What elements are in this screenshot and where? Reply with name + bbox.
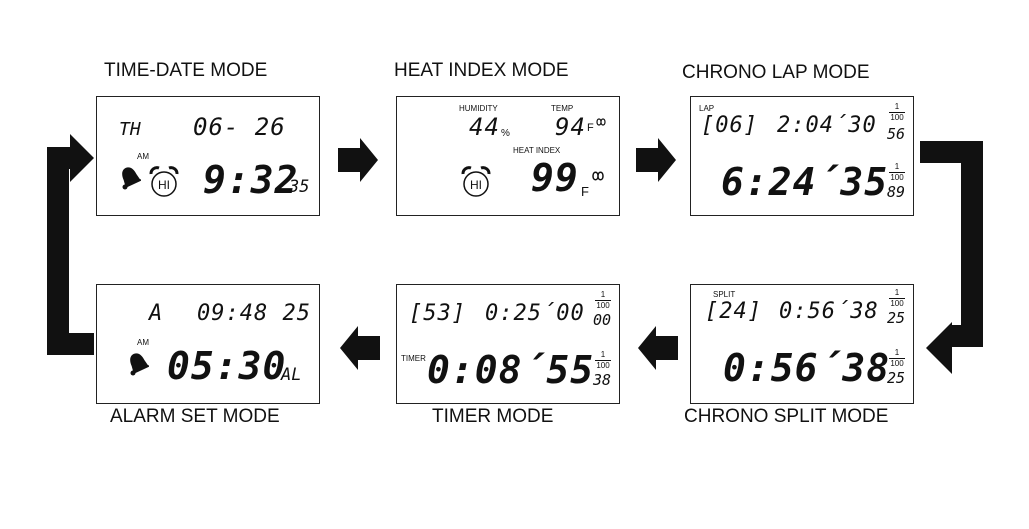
arrow-left-icon xyxy=(340,326,380,370)
degree-mark-icon xyxy=(592,171,604,181)
timer-time: 0:08´55 xyxy=(427,348,595,392)
date-display: 06- 26 xyxy=(193,113,286,141)
hi-label: HI xyxy=(470,178,482,192)
arrow-right-icon xyxy=(338,138,378,182)
time-date-panel: TH 06- 26 AM HI 9:32 35 xyxy=(96,96,320,216)
time-date-mode-title: TIME-DATE MODE xyxy=(104,60,268,81)
total-fraction: 1 100 xyxy=(889,162,905,182)
arrow-left-icon xyxy=(638,326,678,370)
seconds-display: 35 xyxy=(289,177,310,197)
timer-label: TIMER xyxy=(401,354,426,363)
am-indicator: AM xyxy=(137,152,149,161)
lap-number: [06] xyxy=(701,113,758,138)
connector-right xyxy=(920,141,983,347)
split-total-time: 0:56´38 xyxy=(723,346,891,390)
alarm-set-panel: A 09:48 25 AM 05:30 AL xyxy=(96,284,320,404)
timer-panel: [53] 0:25´00 1 100 00 TIMER 0:08´55 1 100 … xyxy=(396,284,620,404)
alarm-clock-icon: HI xyxy=(459,165,493,199)
alarm-time: 05:30 xyxy=(167,344,287,388)
heat-index-panel: HUMIDITY 44 % TEMP 94 F HEAT INDEX HI 99… xyxy=(396,96,620,216)
timer-set-time: 0:25´00 xyxy=(485,301,585,326)
heat-index-label: HEAT INDEX xyxy=(513,146,561,155)
hi-label: HI xyxy=(158,178,170,192)
alarm-set-mode-title: ALARM SET MODE xyxy=(110,406,280,427)
timer-count: [53] xyxy=(409,301,466,326)
chrono-lap-panel: LAP [06] 2:04´30 1 100 56 6:24´35 1 100 89 xyxy=(690,96,914,216)
heat-index-value: 99 xyxy=(531,156,579,200)
lap-hundredths: 56 xyxy=(887,125,906,143)
alarm-a-label: A xyxy=(149,301,164,326)
lap-fraction: 1 100 xyxy=(889,102,905,122)
alarm-am-indicator: AM xyxy=(137,338,149,347)
total-time: 6:24´35 xyxy=(721,160,889,204)
split-label: SPLIT xyxy=(713,290,736,299)
alarm-clock-icon: HI xyxy=(147,165,181,199)
arrow-left-icon xyxy=(926,322,952,374)
lap-time: 2:04´30 xyxy=(777,113,877,138)
timer-hundredths: 38 xyxy=(593,371,612,389)
arrow-right-icon xyxy=(636,138,676,182)
bell-icon xyxy=(122,167,141,190)
split-total-hundredths: 25 xyxy=(887,369,906,387)
temp-value: 94 xyxy=(555,113,586,141)
alarm-al-label: AL xyxy=(281,365,302,385)
timer-fraction: 1 100 xyxy=(595,350,611,370)
split-total-fraction: 1 100 xyxy=(889,348,905,368)
alarm-current-time: 09:48 25 xyxy=(197,301,311,326)
humidity-label: HUMIDITY xyxy=(459,104,498,113)
timer-mode-title: TIMER MODE xyxy=(432,406,554,427)
split-time: 0:56´38 xyxy=(779,299,879,324)
degree-mark-small-icon xyxy=(596,118,606,126)
arrow-right-icon xyxy=(70,134,94,182)
time-display: 9:32 xyxy=(203,158,299,202)
total-hundredths: 89 xyxy=(887,183,906,201)
split-hundredths: 25 xyxy=(887,309,906,327)
humidity-value: 44 xyxy=(469,113,500,141)
temp-label: TEMP xyxy=(551,104,574,113)
timer-set-hundredths: 00 xyxy=(593,311,612,329)
timer-set-fraction: 1 100 xyxy=(595,290,611,310)
bell-icon xyxy=(130,353,149,376)
heat-index-mode-title: HEAT INDEX MODE xyxy=(394,60,569,81)
heat-index-unit: F xyxy=(581,184,589,199)
humidity-unit: % xyxy=(501,128,510,139)
chrono-lap-mode-title: CHRONO LAP MODE xyxy=(682,62,870,83)
day-of-week: TH xyxy=(119,119,141,140)
split-fraction: 1 100 xyxy=(889,288,905,308)
lap-label: LAP xyxy=(699,104,715,113)
temp-unit: F xyxy=(587,122,594,134)
connector-left xyxy=(47,147,94,355)
split-number: [24] xyxy=(705,299,762,324)
chrono-split-mode-title: CHRONO SPLIT MODE xyxy=(684,406,889,427)
chrono-split-panel: SPLIT [24] 0:56´38 1 100 25 0:56´38 1 100 … xyxy=(690,284,914,404)
